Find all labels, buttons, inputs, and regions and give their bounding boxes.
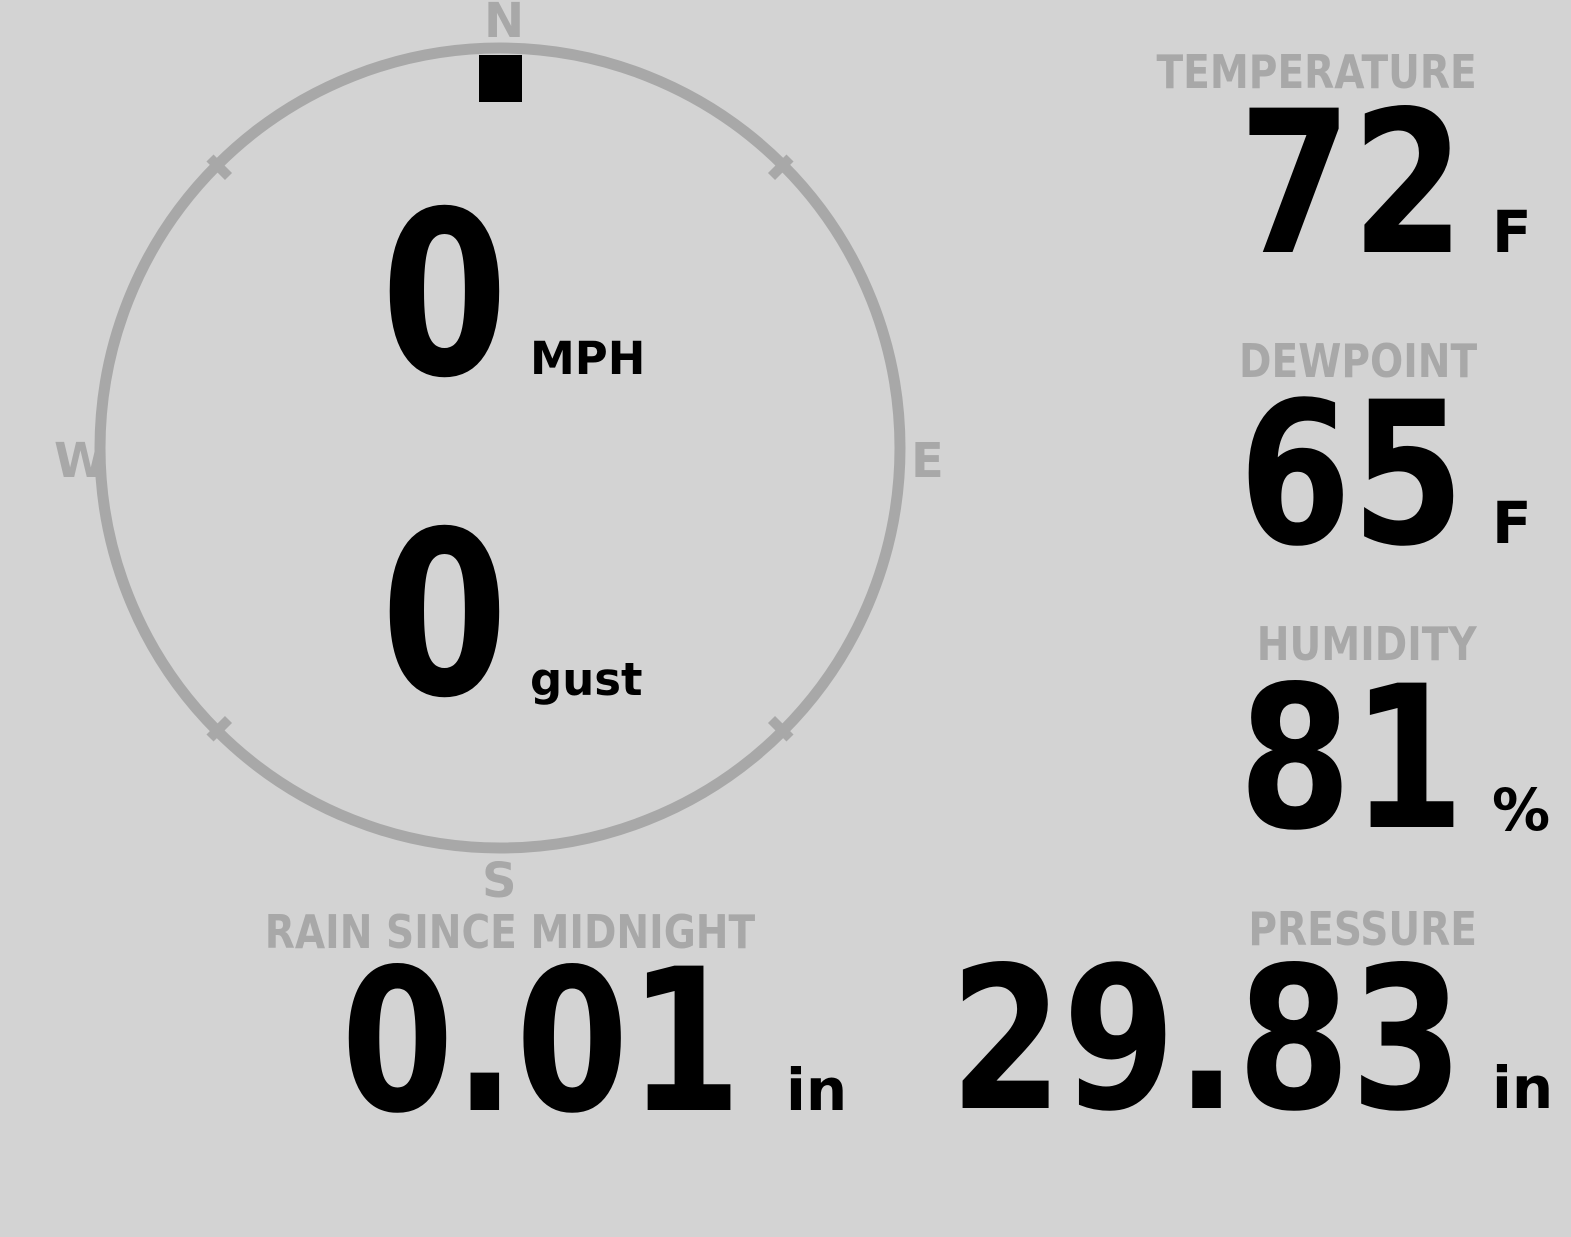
compass-tick-ne <box>767 154 794 181</box>
temperature-label: TEMPERATURE <box>1156 45 1477 99</box>
pressure-label: PRESSURE <box>1248 902 1477 956</box>
rain-since-midnight-unit: in <box>786 1056 848 1124</box>
temperature-unit: F <box>1492 198 1532 266</box>
compass-ring <box>94 42 906 854</box>
compass-label-south: S <box>482 853 517 909</box>
compass-label-east: E <box>911 433 944 489</box>
rain-since-midnight-label: RAIN SINCE MIDNIGHT <box>264 905 756 959</box>
pressure-value: 29.83 <box>949 924 1463 1155</box>
wind-speed-unit: MPH <box>530 332 646 385</box>
wind-gust-value: 0 <box>381 482 508 748</box>
compass-tick-se <box>767 715 794 742</box>
humidity-value: 81 <box>1239 643 1465 874</box>
compass-tick-sw <box>206 715 233 742</box>
compass-tick-nw <box>206 154 233 181</box>
dewpoint-value: 65 <box>1239 359 1465 590</box>
wind-gust-unit: gust <box>530 653 643 706</box>
dewpoint-label: DEWPOINT <box>1238 334 1477 388</box>
humidity-label: HUMIDITY <box>1257 617 1477 671</box>
dewpoint-unit: F <box>1492 489 1532 557</box>
temperature-value: 72 <box>1239 68 1465 299</box>
wind-speed-value: 0 <box>381 162 508 428</box>
compass-label-north: N <box>484 0 525 49</box>
pressure-unit: in <box>1492 1054 1554 1122</box>
wind-direction-marker <box>479 55 522 102</box>
humidity-unit: % <box>1492 776 1551 844</box>
compass-label-west: W <box>54 433 107 489</box>
rain-since-midnight-value: 0.01 <box>341 926 742 1157</box>
